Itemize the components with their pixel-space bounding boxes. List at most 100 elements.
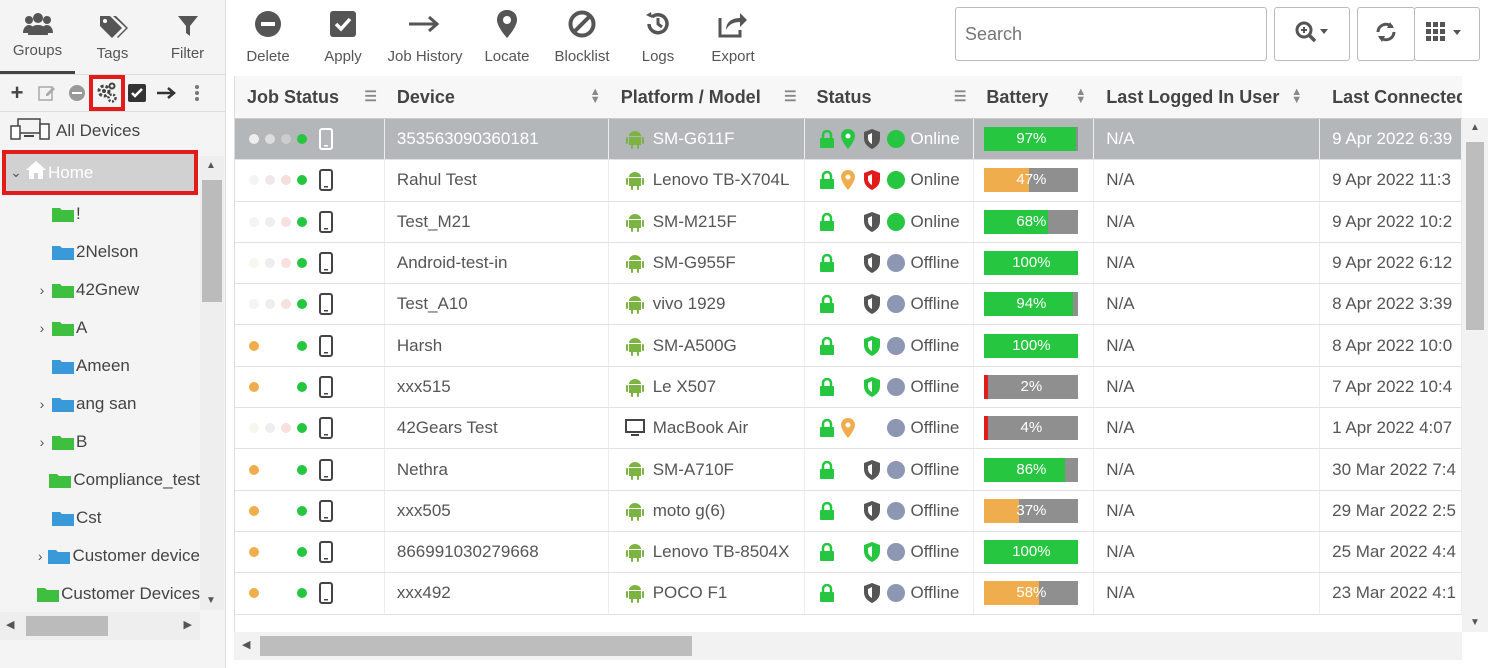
tree-item[interactable]: › A bbox=[0, 309, 200, 347]
tree-item[interactable]: Compliance_test bbox=[0, 461, 200, 499]
table-row[interactable]: 42Gears Test MacBook Air Offline 4% N/A 1 Apr… bbox=[235, 408, 1462, 450]
sort-arrows-icon[interactable]: ▲ ▼ bbox=[1075, 86, 1087, 106]
tab-groups[interactable]: Groups bbox=[0, 0, 75, 74]
col-platform[interactable]: Platform / Model ☰ bbox=[609, 76, 805, 118]
grid-hscroll-thumb[interactable] bbox=[260, 636, 692, 656]
device-name[interactable]: Nethra bbox=[396, 459, 448, 479]
col-last-connected[interactable]: Last Connected bbox=[1320, 76, 1462, 118]
device-name[interactable]: Harsh bbox=[396, 335, 443, 355]
device-name[interactable]: Android-test-in bbox=[396, 253, 508, 273]
table-row[interactable]: Harsh SM-A500G Offline 100% N/A 8 Apr 2022 10… bbox=[235, 325, 1462, 367]
device-cell[interactable]: Rahul Test bbox=[385, 160, 609, 201]
tree-scroll-thumb[interactable] bbox=[202, 180, 222, 302]
remove-group-icon[interactable] bbox=[66, 82, 88, 104]
table-row[interactable]: Rahul Test Lenovo TB-X704L Online 47% N/A 9 A… bbox=[235, 160, 1462, 202]
device-cell[interactable]: Nethra bbox=[385, 449, 609, 490]
sort-lines-icon[interactable]: ☰ bbox=[364, 88, 377, 104]
scroll-left-icon[interactable]: ◀ bbox=[242, 639, 251, 651]
job-history-button[interactable]: Job History bbox=[384, 0, 466, 65]
tree-item[interactable]: Customer Devices bbox=[0, 575, 200, 610]
chevron-right-icon[interactable]: › bbox=[39, 320, 45, 336]
tree-hscroll-thumb[interactable] bbox=[26, 616, 108, 636]
device-name[interactable]: 866991030279668 bbox=[396, 542, 539, 562]
search-options-button[interactable] bbox=[1274, 7, 1350, 61]
chevron-down-icon[interactable]: ⌄ bbox=[10, 164, 22, 180]
scroll-right-icon[interactable]: ▶ bbox=[183, 619, 192, 631]
grid-vertical-scrollbar[interactable]: ▲ ▼ bbox=[1462, 118, 1488, 632]
table-row[interactable]: Test_A10 vivo 1929 Offline 94% N/A 8 Apr 2022… bbox=[235, 284, 1462, 326]
refresh-button[interactable] bbox=[1357, 7, 1415, 61]
col-job-status[interactable]: Job Status ☰ bbox=[235, 76, 385, 118]
tree-item[interactable]: › Customer device bbox=[0, 537, 200, 575]
tree-item-home[interactable]: ⌄ Home bbox=[2, 150, 198, 195]
grid-scroll-thumb[interactable] bbox=[1466, 142, 1484, 330]
scroll-left-icon[interactable]: ◀ bbox=[6, 619, 15, 631]
tab-tags[interactable]: Tags bbox=[75, 0, 150, 74]
device-cell[interactable]: xxx492 bbox=[385, 573, 609, 614]
device-name[interactable]: xxx515 bbox=[396, 376, 451, 396]
tree-item[interactable]: › ang san bbox=[0, 385, 200, 423]
sort-lines-icon[interactable]: ☰ bbox=[783, 88, 797, 104]
table-row[interactable]: 353563090360181 SM-G611F Online 97% N/A 9 Apr… bbox=[235, 119, 1462, 161]
device-cell[interactable]: Android-test-in bbox=[385, 242, 609, 284]
device-cell[interactable]: 866991030279668 bbox=[385, 531, 609, 573]
sort-arrows-icon[interactable]: ▲ ▼ bbox=[589, 86, 601, 106]
tree-vertical-scrollbar[interactable]: ▲ ▼ bbox=[200, 156, 224, 610]
table-row[interactable]: Android-test-in SM-G955F Offline 100% N/A 9 A… bbox=[235, 242, 1462, 285]
tree-item[interactable]: ! bbox=[0, 195, 200, 233]
table-row[interactable]: 866991030279668 Lenovo TB-8504X Offline 100… bbox=[235, 531, 1462, 574]
col-last-user[interactable]: Last Logged In User ▲ ▼ bbox=[1094, 76, 1320, 118]
device-name[interactable]: 42Gears Test bbox=[396, 418, 498, 438]
device-cell[interactable]: Harsh bbox=[385, 325, 609, 366]
scroll-up-icon[interactable]: ▲ bbox=[1470, 122, 1480, 133]
device-name[interactable]: Test_M21 bbox=[396, 211, 471, 231]
table-row[interactable]: xxx515 Le X507 Offline 2% N/A 7 Apr 2022 10:4 bbox=[235, 366, 1462, 409]
tree-item[interactable]: › B bbox=[0, 423, 200, 461]
table-row[interactable]: xxx492 POCO F1 Offline 58% N/A 23 Mar 2022 4:… bbox=[235, 573, 1462, 615]
tree-item[interactable]: › 42Gnew bbox=[0, 271, 200, 309]
column-view-button[interactable] bbox=[1414, 7, 1480, 61]
device-cell[interactable]: Test_M21 bbox=[385, 201, 609, 242]
device-cell[interactable]: Test_A10 bbox=[385, 284, 609, 325]
logs-button[interactable]: Logs bbox=[638, 0, 678, 65]
device-name[interactable]: Rahul Test bbox=[396, 170, 477, 190]
checkbox-icon[interactable] bbox=[126, 82, 148, 104]
tree-item[interactable]: 2Nelson bbox=[0, 233, 200, 271]
device-cell[interactable]: xxx505 bbox=[385, 490, 609, 531]
locate-button[interactable]: Locate bbox=[482, 0, 532, 65]
scroll-down-icon[interactable]: ▼ bbox=[1470, 617, 1480, 628]
search-input[interactable] bbox=[955, 7, 1267, 61]
device-name[interactable]: 353563090360181 bbox=[396, 129, 539, 149]
apply-button[interactable]: Apply bbox=[320, 0, 366, 65]
scroll-down-icon[interactable]: ▼ bbox=[206, 595, 216, 606]
chevron-right-icon[interactable]: › bbox=[39, 396, 45, 412]
more-options-icon[interactable] bbox=[186, 82, 208, 104]
device-name[interactable]: Test_A10 bbox=[396, 294, 468, 314]
scroll-up-icon[interactable]: ▲ bbox=[206, 160, 216, 171]
tree-item[interactable]: Ameen bbox=[0, 347, 200, 385]
group-settings-icon[interactable] bbox=[89, 75, 125, 111]
col-device[interactable]: Device ▲ ▼ bbox=[385, 76, 609, 118]
blocklist-button[interactable]: Blocklist bbox=[552, 0, 612, 65]
export-button[interactable]: Export bbox=[708, 0, 758, 65]
col-status[interactable]: Status ☰ bbox=[805, 76, 975, 118]
tab-filter[interactable]: Filter bbox=[150, 0, 225, 74]
table-row[interactable]: Test_M21 SM-M215F Online 68% N/A 9 Apr 2022 1… bbox=[235, 201, 1462, 243]
chevron-right-icon[interactable]: › bbox=[39, 434, 45, 450]
delete-button[interactable]: Delete bbox=[244, 0, 292, 65]
edit-group-icon[interactable] bbox=[36, 82, 58, 104]
device-name[interactable]: xxx505 bbox=[396, 500, 451, 520]
table-row[interactable]: Nethra SM-A710F Offline 86% N/A 30 Mar 2022 7… bbox=[235, 449, 1462, 491]
chevron-right-icon[interactable]: › bbox=[37, 548, 43, 564]
sort-lines-icon[interactable]: ☰ bbox=[953, 88, 967, 104]
add-group-icon[interactable]: + bbox=[10, 80, 24, 105]
device-cell[interactable]: 353563090360181 bbox=[385, 119, 609, 160]
all-devices-item[interactable]: All Devices bbox=[0, 112, 225, 150]
tree-horizontal-scrollbar[interactable]: ◀ ▶ bbox=[0, 612, 200, 640]
device-cell[interactable]: 42Gears Test bbox=[385, 408, 609, 449]
move-arrow-icon[interactable] bbox=[156, 82, 178, 104]
tree-item[interactable]: Cst bbox=[0, 499, 200, 537]
chevron-right-icon[interactable]: › bbox=[39, 282, 45, 298]
col-battery[interactable]: Battery ▲ ▼ bbox=[974, 76, 1094, 118]
sort-arrows-icon[interactable]: ▲ ▼ bbox=[1291, 86, 1303, 106]
